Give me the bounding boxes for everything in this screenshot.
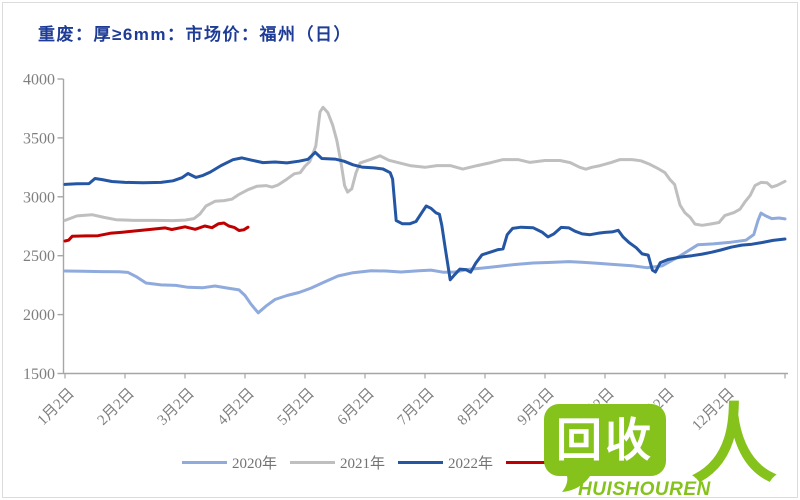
x-tick-label: 1月2日 [35, 386, 78, 429]
speech-bubble-icon [544, 404, 666, 492]
watermark-logo: 回收 人 HUISHOUREN [538, 392, 793, 500]
legend-line-swatch-2021 [290, 461, 336, 464]
x-tick-label: 5月2日 [275, 386, 318, 429]
legend-line-swatch-2023 [506, 461, 552, 464]
x-tick-label: 6月2日 [335, 386, 378, 429]
legend-label-2021: 2021年 [340, 456, 386, 472]
watermark-canvas: 回收 人 HUISHOUREN [544, 397, 777, 500]
series-line-2023年 [63, 221, 250, 243]
series-line-2020年 [63, 211, 787, 315]
x-tick-label: 3月2日 [155, 386, 198, 429]
x-tick-label: 8月2日 [455, 386, 498, 429]
watermark-bubble-text: 回收 [556, 414, 654, 466]
watermark-person-glyph: 人 [691, 397, 777, 493]
y-tick-label: 1500 [23, 366, 55, 383]
y-tick-label: 3000 [23, 189, 55, 206]
y-tick-label: 2000 [23, 307, 55, 324]
x-tick-label: 2月2日 [95, 386, 138, 429]
legend-line-swatch-2020 [182, 461, 227, 464]
series-line-2021年 [63, 105, 787, 227]
chart-title: 重废：厚≥6mm：市场价：福州（日） [38, 25, 353, 44]
x-tick-label: 4月2日 [215, 386, 258, 429]
watermark-caption: HUISHOUREN [578, 479, 712, 498]
y-tick-label: 2500 [23, 248, 55, 265]
legend-label-2022: 2022年 [448, 456, 494, 472]
legend-label-2020: 2020年 [232, 456, 278, 472]
legend-item-2020: 2020年 [182, 452, 277, 473]
y-tick-label: 4000 [23, 72, 55, 89]
legend-item-2021: 2021年 [290, 452, 385, 473]
legend-item-2022: 2022年 [398, 452, 493, 473]
x-tick-label: 7月2日 [395, 386, 438, 429]
legend-line-swatch-2022 [398, 461, 444, 464]
series-line-2022年 [63, 150, 787, 282]
y-tick-label: 3500 [23, 130, 55, 147]
